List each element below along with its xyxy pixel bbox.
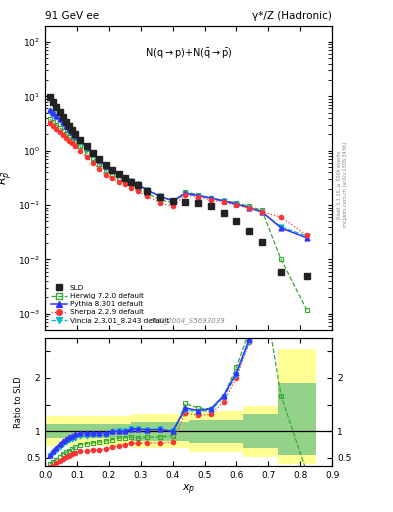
X-axis label: $x_p$: $x_p$: [182, 482, 195, 497]
Text: N(q$\rightarrow$p)+N($\bar{\rm q}$$\rightarrow$$\bar{\rm p}$): N(q$\rightarrow$p)+N($\bar{\rm q}$$\righ…: [145, 47, 233, 61]
Y-axis label: $R^q_p$: $R^q_p$: [0, 170, 15, 185]
Text: Rivet 3.1.10, ≥ 500k events: Rivet 3.1.10, ≥ 500k events: [336, 150, 341, 219]
Legend: SLD, Herwig 7.2.0 default, Pythia 8.301 default, Sherpa 2.2.9 default, Vincia 2.: SLD, Herwig 7.2.0 default, Pythia 8.301 …: [49, 283, 171, 327]
Text: SLD_2004_S5693039: SLD_2004_S5693039: [151, 317, 226, 324]
Text: mcplots.cern.ch [arXiv:1306.3436]: mcplots.cern.ch [arXiv:1306.3436]: [343, 142, 348, 227]
Y-axis label: Ratio to SLD: Ratio to SLD: [14, 376, 23, 428]
Text: γ*/Z (Hadronic): γ*/Z (Hadronic): [252, 11, 332, 21]
Text: 91 GeV ee: 91 GeV ee: [45, 11, 99, 21]
